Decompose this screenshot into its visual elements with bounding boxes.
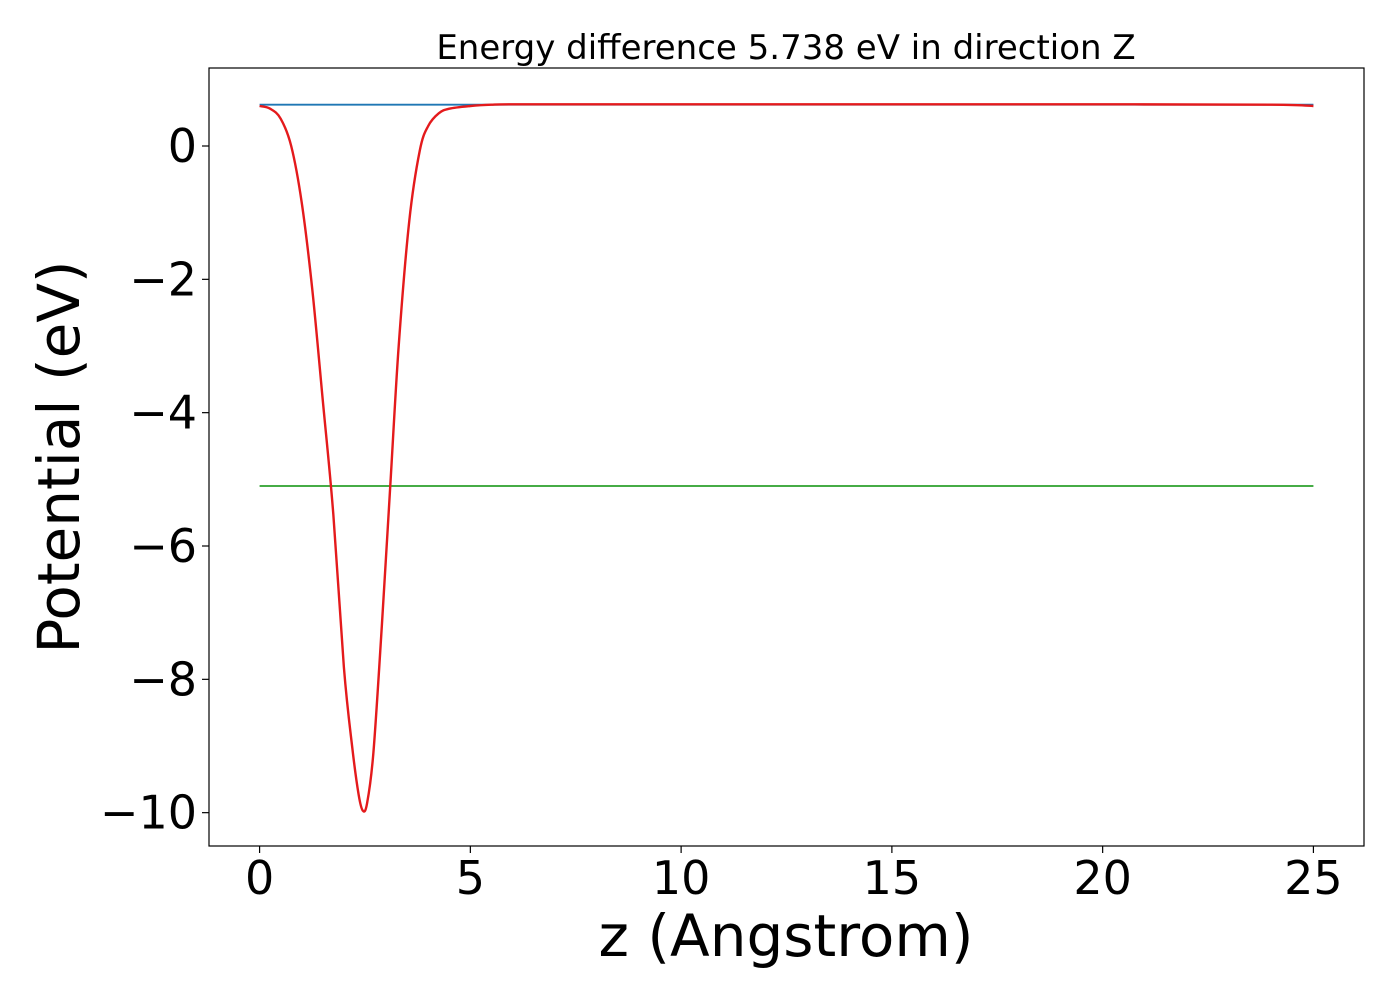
y-tick-label: −10: [100, 786, 197, 840]
x-axis-label: z (Angstrom): [599, 902, 974, 970]
y-tick-label: 0: [168, 119, 197, 173]
y-tick-label: −6: [129, 519, 197, 573]
x-tick-label: 20: [1073, 851, 1132, 905]
y-axis-label: Potential (eV): [25, 260, 93, 653]
x-tick-label: 10: [652, 851, 711, 905]
x-tick-label: 25: [1284, 851, 1343, 905]
chart-title: Energy difference 5.738 eV in direction …: [436, 28, 1135, 68]
x-tick-label: 5: [456, 851, 485, 905]
series-group: [259, 103, 1314, 813]
plot-area-frame: [208, 67, 1365, 847]
y-tick-label: −8: [129, 652, 197, 706]
y-axis-ticks: 0 −2 −4 −6 −8 −10: [100, 119, 209, 840]
y-tick-label: −2: [129, 252, 197, 306]
x-tick-label: 15: [863, 851, 922, 905]
x-axis-ticks: 0 5 10 15 20 25: [245, 846, 1343, 905]
x-tick-label: 0: [245, 851, 274, 905]
series-line-2: [259, 103, 1314, 813]
y-tick-label: −4: [129, 386, 197, 440]
